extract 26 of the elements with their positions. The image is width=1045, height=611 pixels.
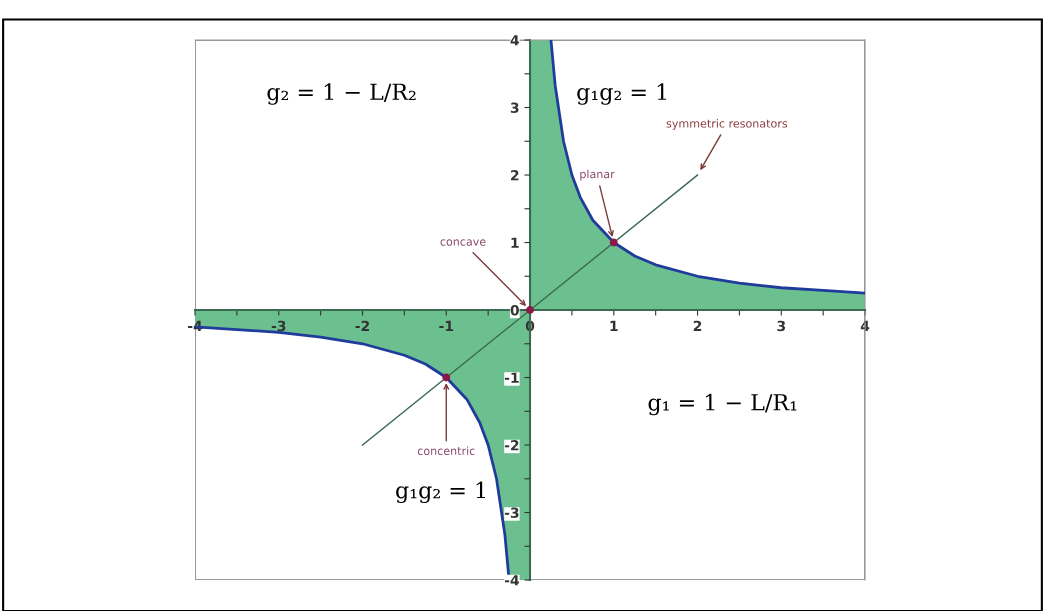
y-tick-label: 3 bbox=[510, 102, 519, 113]
point bbox=[442, 373, 451, 382]
annotation: concentric bbox=[417, 446, 475, 455]
x-tick-label: 1 bbox=[610, 320, 618, 331]
x-tick-label: -3 bbox=[271, 320, 286, 332]
x-tick-label: -2 bbox=[355, 320, 370, 331]
annotation: g₁g₂ = 1 bbox=[396, 481, 485, 504]
y-tick-label: -2 bbox=[504, 439, 519, 451]
y-tick-label: -3 bbox=[504, 507, 519, 518]
annotation: planar bbox=[580, 169, 615, 181]
y-tick-label: -4 bbox=[504, 575, 519, 586]
annotation: g₁ = 1 − L/R₁ bbox=[648, 393, 797, 416]
y-tick-label: 0 bbox=[510, 304, 519, 316]
point bbox=[609, 238, 618, 247]
y-tick-label: 2 bbox=[511, 169, 519, 181]
x-tick-label: 4 bbox=[860, 320, 870, 331]
x-tick-label: -1 bbox=[439, 320, 454, 331]
y-tick-label: -1 bbox=[504, 372, 519, 383]
annotation: concave bbox=[440, 239, 486, 246]
x-tick-label: 3 bbox=[777, 320, 786, 332]
annotation: g₁g₂ = 1 bbox=[577, 83, 667, 105]
y-tick-label: 4 bbox=[510, 35, 519, 46]
annotation: symmetric resonators bbox=[666, 119, 788, 130]
annotation: g₂ = 1 − L/R₂ bbox=[267, 83, 416, 105]
y-tick-label: 1 bbox=[511, 237, 519, 248]
x-tick-label: 2 bbox=[693, 320, 702, 331]
